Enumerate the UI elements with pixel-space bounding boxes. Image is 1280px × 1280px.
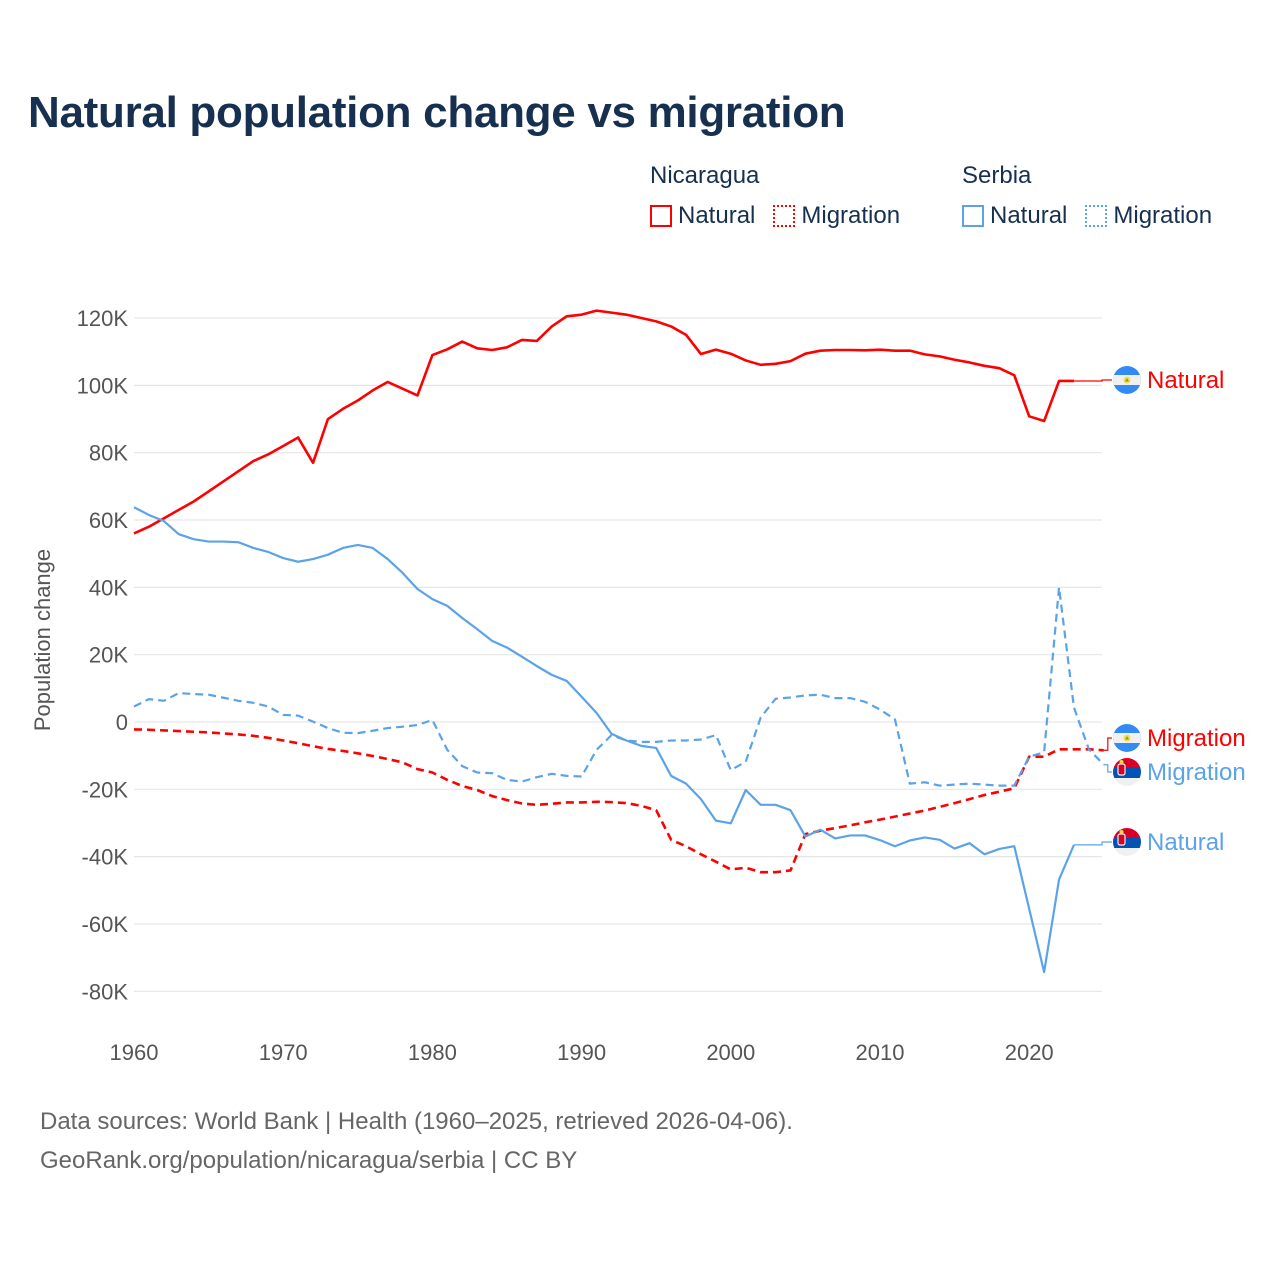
legend-item-serbia-migration[interactable]: Migration: [1085, 202, 1212, 230]
footer-sources: Data sources: World Bank | Health (1960–…: [40, 1108, 793, 1135]
legend-serbia: Serbia Natural Migration: [962, 162, 1212, 230]
y-tick-label: 80K: [89, 441, 128, 466]
legend-country-label: Serbia: [962, 162, 1032, 189]
solid-swatch-icon: [650, 205, 672, 227]
x-tick-label: 2000: [706, 1040, 755, 1065]
dotted-swatch-icon: [1085, 205, 1108, 227]
y-tick-label: -80K: [82, 979, 129, 1004]
end-label: Natural: [1147, 367, 1224, 394]
end-label: Migration: [1147, 759, 1246, 786]
x-tick-label: 1990: [557, 1040, 606, 1065]
legend-nicaragua: Nicaragua Natural Migration: [650, 162, 900, 230]
label-connector: [1073, 841, 1112, 846]
legend-item-serbia-natural[interactable]: Natural: [962, 202, 1067, 230]
x-tick-label: 2010: [856, 1040, 905, 1065]
label-connector: [1103, 764, 1112, 773]
nicaragua-flag-icon: [1113, 366, 1141, 394]
footer-link[interactable]: GeoRank.org/population/nicaragua/serbia …: [40, 1147, 578, 1174]
nicaragua-natural-line: [133, 309, 1074, 535]
chart-title: Natural population change vs migration: [28, 88, 846, 137]
solid-swatch-icon: [962, 205, 984, 227]
y-tick-label: 120K: [77, 306, 129, 331]
y-axis-title: Population change: [30, 549, 55, 731]
x-axis-ticks: 1960 1970 1980 1990 2000 2010 2020: [110, 1040, 1054, 1065]
legend-label: Migration: [801, 202, 901, 229]
label-connector: [1103, 737, 1112, 751]
serbia-flag-icon: [1113, 758, 1141, 786]
legend-label: Natural: [990, 202, 1068, 229]
series-lines: [133, 309, 1112, 974]
x-tick-label: 1970: [259, 1040, 308, 1065]
legend-label: Natural: [678, 202, 756, 229]
y-tick-label: 40K: [89, 575, 128, 600]
dotted-swatch-icon: [773, 205, 796, 227]
legend-country-label: Nicaragua: [650, 162, 760, 189]
y-tick-label: 60K: [89, 508, 128, 533]
gridlines: [134, 317, 1102, 992]
end-label: Natural: [1147, 829, 1224, 856]
end-label: Migration: [1147, 725, 1246, 752]
y-tick-label: -40K: [82, 845, 129, 870]
nicaragua-flag-icon: [1113, 724, 1141, 752]
y-tick-label: 100K: [77, 373, 129, 398]
x-tick-label: 1980: [408, 1040, 457, 1065]
serbia-migration-line: [133, 586, 1105, 787]
y-axis-ticks: 120K 100K 80K 60K 40K 20K 0 -20K -40K -60K -80K: [77, 306, 129, 1004]
nicaragua-migration-line: [133, 728, 1104, 874]
serbia-natural-line: [133, 506, 1075, 974]
y-tick-label: 0: [116, 710, 128, 735]
label-connector: [1073, 379, 1112, 382]
x-tick-label: 2020: [1005, 1040, 1054, 1065]
legend-item-nicaragua-natural[interactable]: Natural: [650, 202, 755, 230]
y-tick-label: -60K: [82, 912, 129, 937]
serbia-flag-icon: [1113, 828, 1141, 856]
y-tick-label: 20K: [89, 643, 128, 668]
x-tick-label: 1960: [110, 1040, 159, 1065]
legend-label: Migration: [1113, 202, 1213, 229]
y-tick-label: -20K: [82, 777, 129, 802]
end-labels: Natural Migration Natural Migration: [1113, 366, 1246, 856]
legend-item-nicaragua-migration[interactable]: Migration: [773, 202, 900, 230]
